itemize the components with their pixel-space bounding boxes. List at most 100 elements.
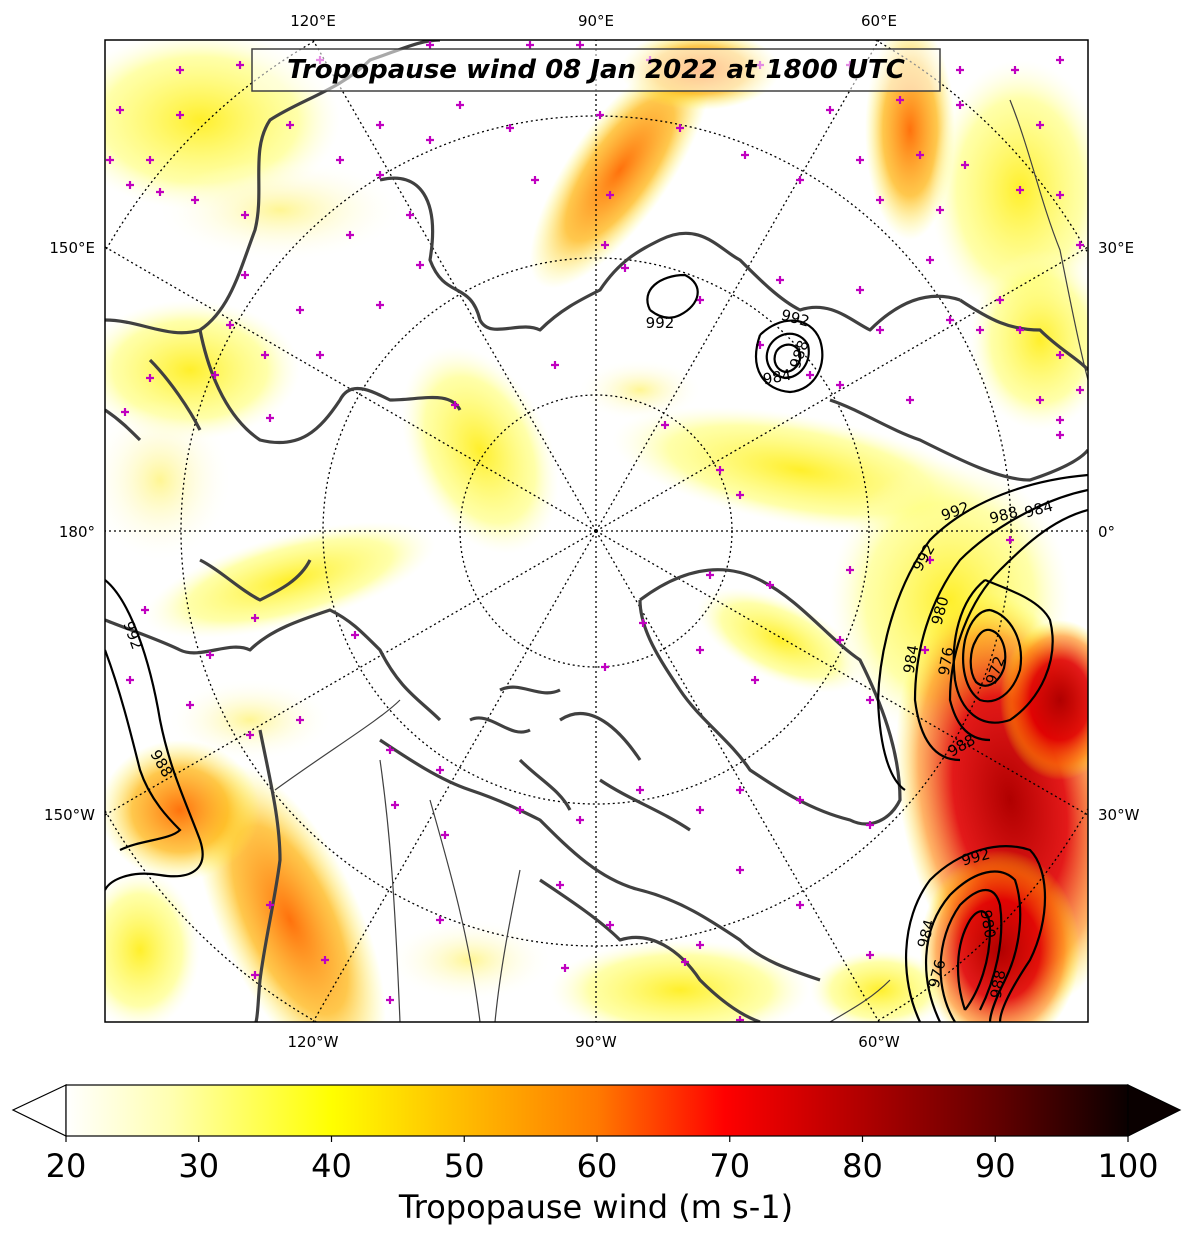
station-marker <box>1036 121 1044 129</box>
contour-988-alaska <box>105 649 182 851</box>
station-marker <box>961 161 969 169</box>
lon-label-left-2: 180° <box>59 523 95 541</box>
station-marker <box>351 631 359 639</box>
contour-980-iceland <box>952 578 1054 724</box>
coastline-kamchatka <box>105 358 202 442</box>
station-marker <box>776 276 784 284</box>
station-marker <box>126 181 134 189</box>
contour-992-sw-greenland <box>904 845 1047 1022</box>
colorbar-tick-label: 80 <box>842 1147 883 1185</box>
station-marker <box>696 296 704 304</box>
station-marker <box>621 264 629 272</box>
station-marker <box>1076 241 1084 249</box>
coastline-west-coast <box>254 729 282 1022</box>
station-marker <box>856 286 864 294</box>
station-marker <box>956 66 964 74</box>
contour-980-sw-greenland <box>957 910 992 1011</box>
station-marker <box>836 381 844 389</box>
colorbar: 20 30 40 50 60 70 80 90 100 Tropopause wind (m s… <box>11 1084 1182 1226</box>
borders <box>274 99 1088 1022</box>
colorbar-tick-label: 50 <box>444 1147 485 1185</box>
station-marker <box>766 581 774 589</box>
station-marker <box>936 206 944 214</box>
coastline-alaska <box>105 608 442 722</box>
station-marker <box>576 41 584 49</box>
lon-label-right-1: 30°E <box>1098 239 1134 257</box>
colorbar-label: Tropopause wind (m s-1) <box>398 1188 793 1226</box>
lon-label-bottom-3: 60°W <box>858 1033 900 1051</box>
station-marker <box>946 316 954 324</box>
station-marker <box>696 941 704 949</box>
station-marker <box>696 646 704 654</box>
station-marker <box>386 746 394 754</box>
colorbar-tick-label: 30 <box>178 1147 219 1185</box>
station-marker <box>211 371 219 379</box>
contour-988-iceland <box>913 488 1088 762</box>
station-marker <box>716 466 724 474</box>
station-marker <box>796 176 804 184</box>
coastline-europe <box>959 298 1088 372</box>
colorbar-bar <box>65 1084 1129 1137</box>
coastline-hudson <box>539 878 761 1022</box>
station-marker <box>176 66 184 74</box>
map-frame <box>104 39 1089 1023</box>
coastline-scandinavia <box>829 398 1088 482</box>
station-marker <box>876 326 884 334</box>
lon-label-right-3: 30°W <box>1098 806 1140 824</box>
station-marker <box>266 414 274 422</box>
station-marker <box>596 111 604 119</box>
station-marker <box>526 41 534 49</box>
station-marker <box>601 241 609 249</box>
station-marker <box>1076 386 1084 394</box>
station-marker <box>436 766 444 774</box>
station-marker <box>556 881 564 889</box>
colorbar-tick-label: 100 <box>1097 1147 1158 1185</box>
station-marker <box>806 371 814 379</box>
lon-label-top-1: 120°E <box>290 12 336 30</box>
station-marker <box>316 351 324 359</box>
colorbar-tick-label: 60 <box>577 1147 618 1185</box>
station-marker <box>1036 396 1044 404</box>
contour-992-barents <box>755 319 824 394</box>
station-marker <box>576 816 584 824</box>
station-marker <box>736 866 744 874</box>
station-marker <box>906 396 914 404</box>
station-marker <box>856 156 864 164</box>
station-marker <box>606 191 614 199</box>
station-marker <box>1056 191 1064 199</box>
contour-label-c3: 984 <box>761 366 792 389</box>
station-marker <box>606 921 614 929</box>
station-marker <box>696 806 704 814</box>
station-marker <box>681 958 689 966</box>
station-marker <box>121 408 129 416</box>
station-marker <box>146 374 154 382</box>
station-marker <box>876 196 884 204</box>
coastline-canada <box>379 738 821 982</box>
station-marker <box>286 121 294 129</box>
station-marker <box>106 156 114 164</box>
meridian-labels: 120°E 90°E 60°E 120°W 90°W 60°W 150°E 18… <box>44 12 1140 1051</box>
colorbar-tick-label: 70 <box>709 1147 750 1185</box>
station-marker <box>956 101 964 109</box>
station-marker <box>551 361 559 369</box>
lon-label-left-3: 150°W <box>44 806 95 824</box>
station-marker <box>191 196 199 204</box>
station-marker <box>1056 56 1064 64</box>
station-marker <box>241 211 249 219</box>
station-marker <box>226 321 234 329</box>
station-marker <box>926 556 934 564</box>
station-marker <box>146 156 154 164</box>
station-marker <box>376 121 384 129</box>
station-marker <box>251 614 259 622</box>
pressure-contours <box>105 273 1088 1022</box>
contour-992-alaska <box>105 579 204 891</box>
station-marker <box>796 901 804 909</box>
station-marker <box>736 491 744 499</box>
station-marker <box>736 786 744 794</box>
station-marker <box>451 401 459 409</box>
station-marker <box>516 806 524 814</box>
station-marker <box>251 971 259 979</box>
